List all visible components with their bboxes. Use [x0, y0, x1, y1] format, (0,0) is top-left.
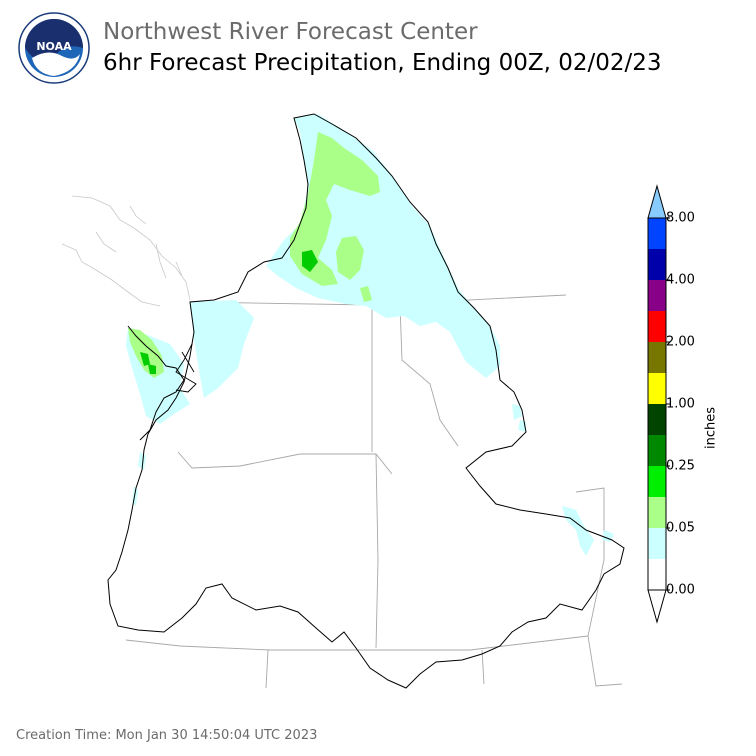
tick-label-3: 1.00: [666, 396, 695, 412]
puget-sound: [175, 343, 197, 393]
colorbar-segment: [648, 559, 666, 590]
noaa-logo: NOAA: [18, 12, 90, 84]
colorbar-segment: [648, 528, 666, 559]
page-title: Northwest River Forecast Center: [103, 19, 478, 45]
colorbar-segment: [648, 280, 666, 311]
colorbar-segment: [648, 342, 666, 373]
precip-light-green: [128, 132, 380, 378]
tick-label-5: 4.00: [666, 272, 695, 288]
colorbar: [647, 184, 670, 624]
page-subtitle: 6hr Forecast Precipitation, Ending 00Z, …: [103, 50, 662, 76]
colorbar-bottom-arrow: [647, 589, 667, 624]
colorbar-segment: [648, 311, 666, 342]
colorbar-segment: [648, 218, 666, 249]
colorbar-segment: [648, 373, 666, 404]
tick-label-1: 0.05: [666, 520, 695, 536]
basin-outline: [107, 113, 625, 689]
tick-label-6: 8.00: [666, 210, 695, 226]
colorbar-unit-label: inches: [703, 406, 719, 450]
creation-time: Creation Time: Mon Jan 30 14:50:04 UTC 2…: [16, 728, 318, 743]
precip-green: [140, 250, 318, 374]
colorbar-ticks: [666, 217, 670, 591]
colorbar-segment: [648, 466, 666, 497]
colorbar-segment: [648, 435, 666, 466]
colorbar-segment: [648, 249, 666, 280]
canada-coastline: [61, 195, 191, 307]
colorbar-segment: [648, 497, 666, 528]
logo-text: NOAA: [36, 40, 72, 53]
tick-label-2: 0.25: [666, 458, 695, 474]
tick-label-4: 2.00: [666, 334, 695, 350]
colorbar-segment: [648, 404, 666, 435]
tick-label-0: 0.00: [666, 582, 695, 598]
colorbar-segments: [648, 218, 666, 590]
colorbar-top-arrow: [647, 184, 667, 219]
